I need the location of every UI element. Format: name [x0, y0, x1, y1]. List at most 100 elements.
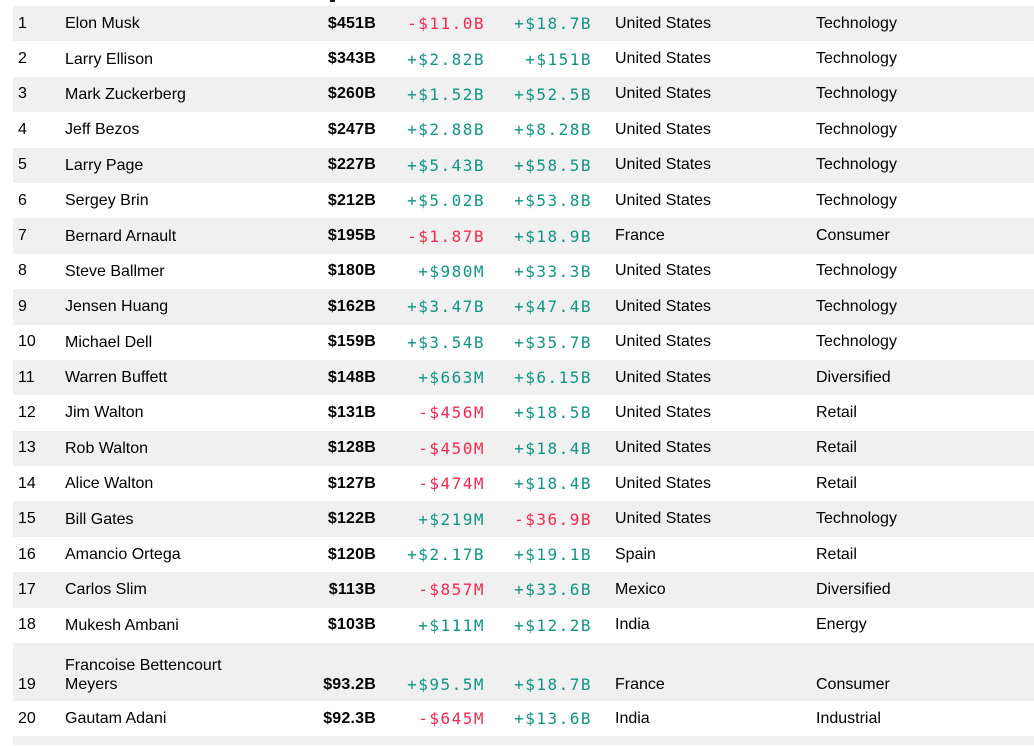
rank-cell: 19 [18, 676, 36, 694]
industry-cell: Consumer [816, 676, 890, 694]
daily-change-cell: +$2.82B [407, 49, 485, 69]
table-row[interactable]: 3 Mark Zuckerberg $260B +$1.52B +$52.5B … [13, 76, 1034, 113]
country-cell: United States [615, 368, 712, 386]
table-row[interactable]: 14 Alice Walton $127B -$474M +$18.4B Uni… [13, 466, 1034, 502]
table-row[interactable]: 2 Larry Ellison $343B +$2.82B +$151B Uni… [13, 41, 1034, 77]
table-row[interactable]: 16 Amancio Ortega $120B +$2.17B +$19.1B … [13, 536, 1034, 573]
name-cell: Bernard Arnault [65, 227, 177, 245]
industry-cell: Technology [816, 333, 897, 351]
net-worth-cell: $103B [327, 616, 376, 634]
net-worth-cell: $148B [327, 368, 376, 386]
ytd-change-cell: -$36.9B [514, 509, 592, 529]
table-row[interactable]: 20 Gautam Adani $92.3B -$645M +$13.6B In… [13, 701, 1034, 737]
table-row[interactable]: 19 Francoise Bettencourt Meyers $93.2B +… [13, 643, 1034, 702]
ytd-change-cell: +$6.15B [514, 368, 592, 388]
name-cell: Jensen Huang [65, 298, 169, 316]
table-body: 1 Elon Musk $451B -$11.0B +$18.7B United… [0, 6, 1034, 737]
net-worth-cell: $122B [327, 510, 376, 528]
name-cell: Jim Walton [65, 404, 144, 422]
name-cell: Sergey Brin [65, 192, 149, 210]
country-cell: United States [615, 120, 712, 138]
rank-cell: 8 [18, 262, 27, 280]
table-row[interactable]: 8 Steve Ballmer $180B +$980M +$33.3B Uni… [13, 253, 1034, 290]
net-worth-cell: $131B [327, 403, 376, 421]
daily-change-cell: +$1.52B [407, 84, 485, 104]
table-row[interactable]: 15 Bill Gates $122B +$219M -$36.9B Unite… [13, 501, 1034, 537]
country-cell: France [615, 676, 665, 694]
name-cell: Mukesh Ambani [65, 616, 179, 634]
country-cell: United States [615, 439, 712, 457]
table-row[interactable]: 10 Michael Dell $159B +$3.54B +$35.7B Un… [13, 324, 1034, 360]
country-cell: United States [615, 510, 712, 528]
name-cell: Larry Page [65, 156, 144, 174]
name-cell: Gautam Adani [65, 710, 167, 728]
industry-cell: Diversified [816, 580, 891, 598]
table-row[interactable]: 12 Jim Walton $131B -$456M +$18.5B Unite… [13, 395, 1034, 431]
daily-change-cell: +$95.5M [407, 675, 485, 695]
country-cell: United States [615, 333, 712, 351]
name-cell: Carlos Slim [65, 581, 147, 599]
rank-cell: 14 [18, 474, 36, 492]
country-cell: India [615, 616, 650, 634]
table-row[interactable]: 1 Elon Musk $451B -$11.0B +$18.7B United… [13, 6, 1034, 42]
ytd-change-cell: +$52.5B [514, 84, 592, 104]
rank-cell: 15 [18, 510, 36, 528]
ytd-change-cell: +$33.3B [514, 261, 592, 281]
net-worth-cell: $159B [327, 333, 376, 351]
table-row[interactable]: 17 Carlos Slim $113B -$857M +$33.6B Mexi… [13, 572, 1034, 608]
industry-cell: Diversified [816, 368, 891, 386]
industry-cell: Technology [816, 297, 897, 315]
rank-cell: 11 [18, 368, 35, 386]
table-row[interactable]: 4 Jeff Bezos $247B +$2.88B +$8.28B Unite… [13, 112, 1034, 148]
ytd-change-cell: +$12.2B [514, 615, 592, 635]
table-row[interactable]: 6 Sergey Brin $212B +$5.02B +$53.8B Unit… [13, 182, 1034, 219]
country-cell: United States [615, 403, 712, 421]
net-worth-cell: $93.2B [323, 676, 376, 694]
industry-cell: Technology [816, 510, 897, 528]
daily-change-cell: +$2.17B [407, 545, 485, 565]
country-cell: United States [615, 14, 712, 32]
name-cell: Mark Zuckerberg [65, 85, 186, 103]
ytd-change-cell: +$18.5B [514, 403, 592, 423]
industry-cell: Technology [816, 262, 897, 280]
industry-cell: Technology [816, 85, 897, 103]
industry-cell: Retail [816, 545, 857, 563]
net-worth-cell: $212B [327, 191, 376, 209]
table-row[interactable]: 13 Rob Walton $128B -$450M +$18.4B Unite… [13, 430, 1034, 467]
country-cell: United States [615, 50, 712, 68]
table-row[interactable]: 11 Warren Buffett $148B +$663M +$6.15B U… [13, 359, 1034, 396]
ytd-change-cell: +$18.7B [514, 14, 592, 34]
industry-cell: Retail [816, 403, 857, 421]
table-row[interactable]: 7 Bernard Arnault $195B -$1.87B +$18.9B … [13, 218, 1034, 254]
industry-cell: Consumer [816, 227, 890, 245]
country-cell: United States [615, 85, 712, 103]
net-worth-cell: $120B [327, 545, 376, 563]
industry-cell: Retail [816, 439, 857, 457]
country-cell: Mexico [615, 580, 666, 598]
daily-change-cell: +$3.54B [407, 332, 485, 352]
rank-cell: 6 [18, 191, 27, 209]
daily-change-cell: +$111M [418, 615, 485, 635]
name-cell: Rob Walton [65, 439, 148, 457]
rank-cell: 4 [18, 120, 27, 138]
rank-cell: 3 [18, 85, 27, 103]
rank-cell: 18 [18, 616, 36, 634]
header-row-cutoff [0, 0, 1034, 6]
rank-cell: 1 [18, 14, 27, 32]
table-row[interactable]: 5 Larry Page $227B +$5.43B +$58.5B Unite… [13, 147, 1034, 183]
net-worth-cell: $451B [327, 14, 376, 32]
net-worth-cell: $260B [327, 85, 376, 103]
table-row[interactable]: 18 Mukesh Ambani $103B +$111M +$12.2B In… [13, 607, 1034, 644]
name-cell: Elon Musk [65, 15, 140, 33]
name-cell: Jeff Bezos [65, 121, 140, 139]
table-row[interactable]: 9 Jensen Huang $162B +$3.47B +$47.4B Uni… [13, 289, 1034, 325]
ytd-change-cell: +$35.7B [514, 332, 592, 352]
net-worth-cell: $227B [327, 156, 376, 174]
country-cell: United States [615, 262, 712, 280]
ytd-change-cell: +$18.9B [514, 226, 592, 246]
net-worth-cell: $195B [327, 227, 376, 245]
net-worth-cell: $247B [327, 120, 376, 138]
net-worth-cell: $127B [327, 474, 376, 492]
country-cell: France [615, 227, 665, 245]
